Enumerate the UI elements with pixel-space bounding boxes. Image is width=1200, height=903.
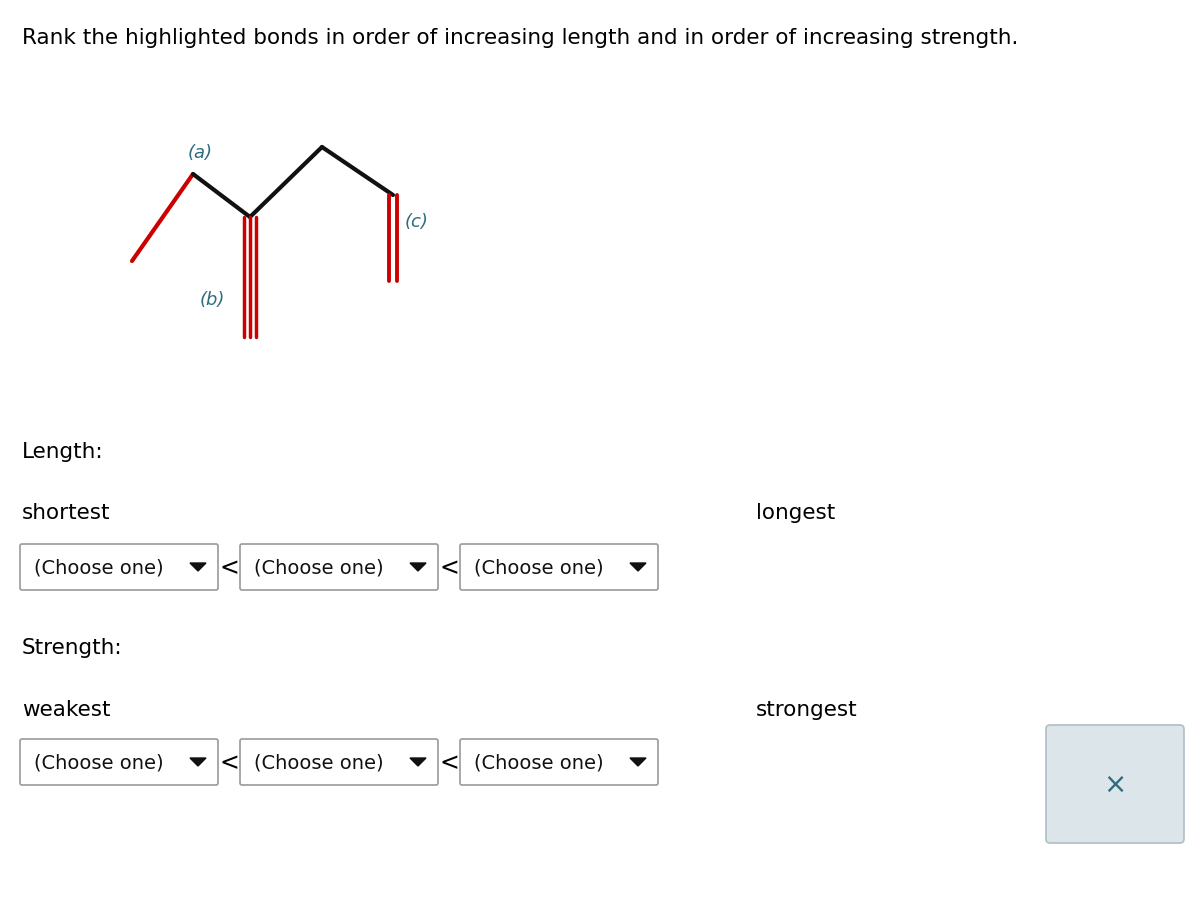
Polygon shape — [630, 563, 646, 572]
Text: longest: longest — [756, 502, 835, 523]
Polygon shape — [410, 759, 426, 766]
Text: <: < — [440, 750, 460, 774]
Text: Length:: Length: — [22, 442, 103, 461]
Text: shortest: shortest — [22, 502, 110, 523]
Text: ×: × — [1103, 770, 1127, 798]
Text: (Choose one): (Choose one) — [254, 558, 384, 577]
Polygon shape — [190, 563, 206, 572]
Text: (b): (b) — [199, 291, 226, 309]
Text: (Choose one): (Choose one) — [34, 753, 163, 772]
Text: <: < — [220, 555, 240, 580]
Text: strongest: strongest — [756, 699, 858, 719]
FancyBboxPatch shape — [240, 740, 438, 785]
FancyBboxPatch shape — [20, 545, 218, 591]
Text: (a): (a) — [188, 144, 214, 162]
FancyBboxPatch shape — [20, 740, 218, 785]
FancyBboxPatch shape — [1046, 725, 1184, 843]
Polygon shape — [630, 759, 646, 766]
Text: (Choose one): (Choose one) — [34, 558, 163, 577]
Text: (Choose one): (Choose one) — [474, 558, 604, 577]
Text: <: < — [220, 750, 240, 774]
Text: (Choose one): (Choose one) — [254, 753, 384, 772]
FancyBboxPatch shape — [460, 545, 658, 591]
FancyBboxPatch shape — [240, 545, 438, 591]
Text: Strength:: Strength: — [22, 638, 122, 657]
FancyBboxPatch shape — [460, 740, 658, 785]
Text: weakest: weakest — [22, 699, 110, 719]
Text: Rank the highlighted bonds in order of increasing length and in order of increas: Rank the highlighted bonds in order of i… — [22, 28, 1019, 48]
Text: (c): (c) — [406, 213, 428, 231]
Polygon shape — [410, 563, 426, 572]
Text: (Choose one): (Choose one) — [474, 753, 604, 772]
Text: <: < — [440, 555, 460, 580]
Polygon shape — [190, 759, 206, 766]
